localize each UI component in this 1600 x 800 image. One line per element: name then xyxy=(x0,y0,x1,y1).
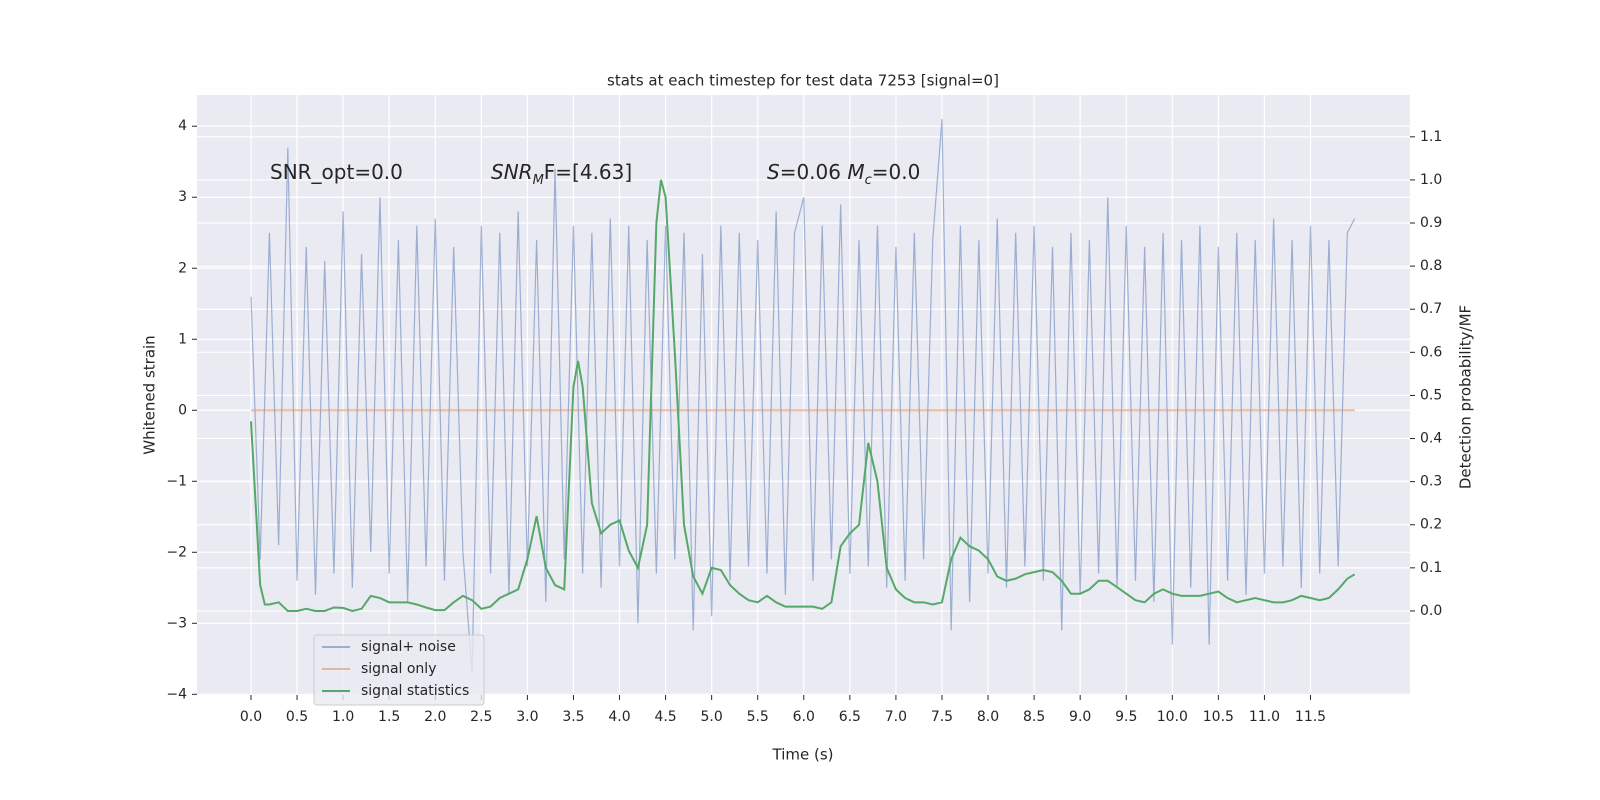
x-tick-label: 3.0 xyxy=(516,709,538,725)
x-tick-label: 5.5 xyxy=(747,709,769,725)
x-axis-label: Time (s) xyxy=(772,746,834,764)
legend-box xyxy=(313,634,485,706)
legend-label: signal+ noise xyxy=(361,639,456,655)
legend-label: signal only xyxy=(361,661,436,677)
y-tick-label: 3 xyxy=(178,189,187,205)
y-tick-label: 1 xyxy=(178,331,187,347)
x-tick-label: 10.5 xyxy=(1203,709,1234,725)
y2-tick-label: 0.4 xyxy=(1420,431,1442,447)
annotation-part: c xyxy=(865,173,872,188)
annotation-part: =0.0 xyxy=(872,160,921,184)
annotation-part: SNR_opt=0.0 xyxy=(270,160,403,184)
y2-tick-label: 0.8 xyxy=(1420,258,1442,274)
x-tick-label: 4.5 xyxy=(654,709,676,725)
y2-tick-label: 0.3 xyxy=(1420,474,1442,490)
y2-tick-label: 0.6 xyxy=(1420,344,1442,360)
series-line xyxy=(249,179,1356,612)
y-tick-label: 4 xyxy=(178,118,187,134)
x-tick-label: 10.0 xyxy=(1157,709,1188,725)
y2-tick-label: 1.1 xyxy=(1420,129,1442,145)
x-tick-label: 9.0 xyxy=(1069,709,1091,725)
legend-label: signal statistics xyxy=(361,683,469,699)
annotation: S=0.06 Mc=0.0 xyxy=(767,160,920,189)
y-tick-label: 0 xyxy=(178,402,187,418)
x-tick-label: 8.5 xyxy=(1023,709,1045,725)
x-tick-label: 2.0 xyxy=(424,709,446,725)
x-tick-label: 11.0 xyxy=(1249,709,1280,725)
x-tick-label: 4.0 xyxy=(608,709,630,725)
annotation-part: S xyxy=(767,160,780,184)
y2-tick-label: 0.2 xyxy=(1420,517,1442,533)
y-tick-label: 2 xyxy=(178,260,187,276)
annotation-part: F=[4.63] xyxy=(544,160,632,184)
y-tick-label: −3 xyxy=(166,615,187,631)
x-tick-label: 11.5 xyxy=(1295,709,1326,725)
x-tick-label: 0.5 xyxy=(286,709,308,725)
y2-tick-label: 0.9 xyxy=(1420,215,1442,231)
series-line xyxy=(250,119,1356,674)
annotation-part: =0.06 xyxy=(780,160,848,184)
y-axis-label: Whitened strain xyxy=(141,335,159,454)
annotation-part: M xyxy=(847,160,864,184)
y2-tick-label: 0.7 xyxy=(1420,301,1442,317)
x-tick-label: 6.0 xyxy=(793,709,815,725)
x-tick-label: 7.0 xyxy=(885,709,907,725)
x-tick-label: 8.0 xyxy=(977,709,999,725)
y2-tick-label: 1.0 xyxy=(1420,172,1442,188)
y2-tick-label: 0.5 xyxy=(1420,387,1442,403)
y2-tick-label: 0.1 xyxy=(1420,560,1442,576)
x-tick-label: 3.5 xyxy=(562,709,584,725)
y2-axis-label: Detection probability/MF xyxy=(1457,305,1475,489)
annotation-part: M xyxy=(533,173,544,188)
x-tick-label: 1.5 xyxy=(378,709,400,725)
y2-tick-label: 0.0 xyxy=(1420,603,1442,619)
y-tick-label: −4 xyxy=(166,686,187,702)
x-tick-label: 7.5 xyxy=(931,709,953,725)
x-tick-label: 0.0 xyxy=(240,709,262,725)
annotation: SNR_opt=0.0 xyxy=(270,160,403,184)
x-tick-label: 2.5 xyxy=(470,709,492,725)
x-tick-label: 1.0 xyxy=(332,709,354,725)
y-tick-label: −2 xyxy=(166,544,187,560)
x-tick-label: 6.5 xyxy=(839,709,861,725)
x-tick-label: 5.0 xyxy=(701,709,723,725)
annotation: SNRMF=[4.63] xyxy=(491,160,632,189)
chart-title: stats at each timestep for test data 725… xyxy=(607,72,999,90)
x-tick-label: 9.5 xyxy=(1115,709,1137,725)
y-tick-label: −1 xyxy=(166,473,187,489)
annotation-part: SNR xyxy=(491,160,533,184)
